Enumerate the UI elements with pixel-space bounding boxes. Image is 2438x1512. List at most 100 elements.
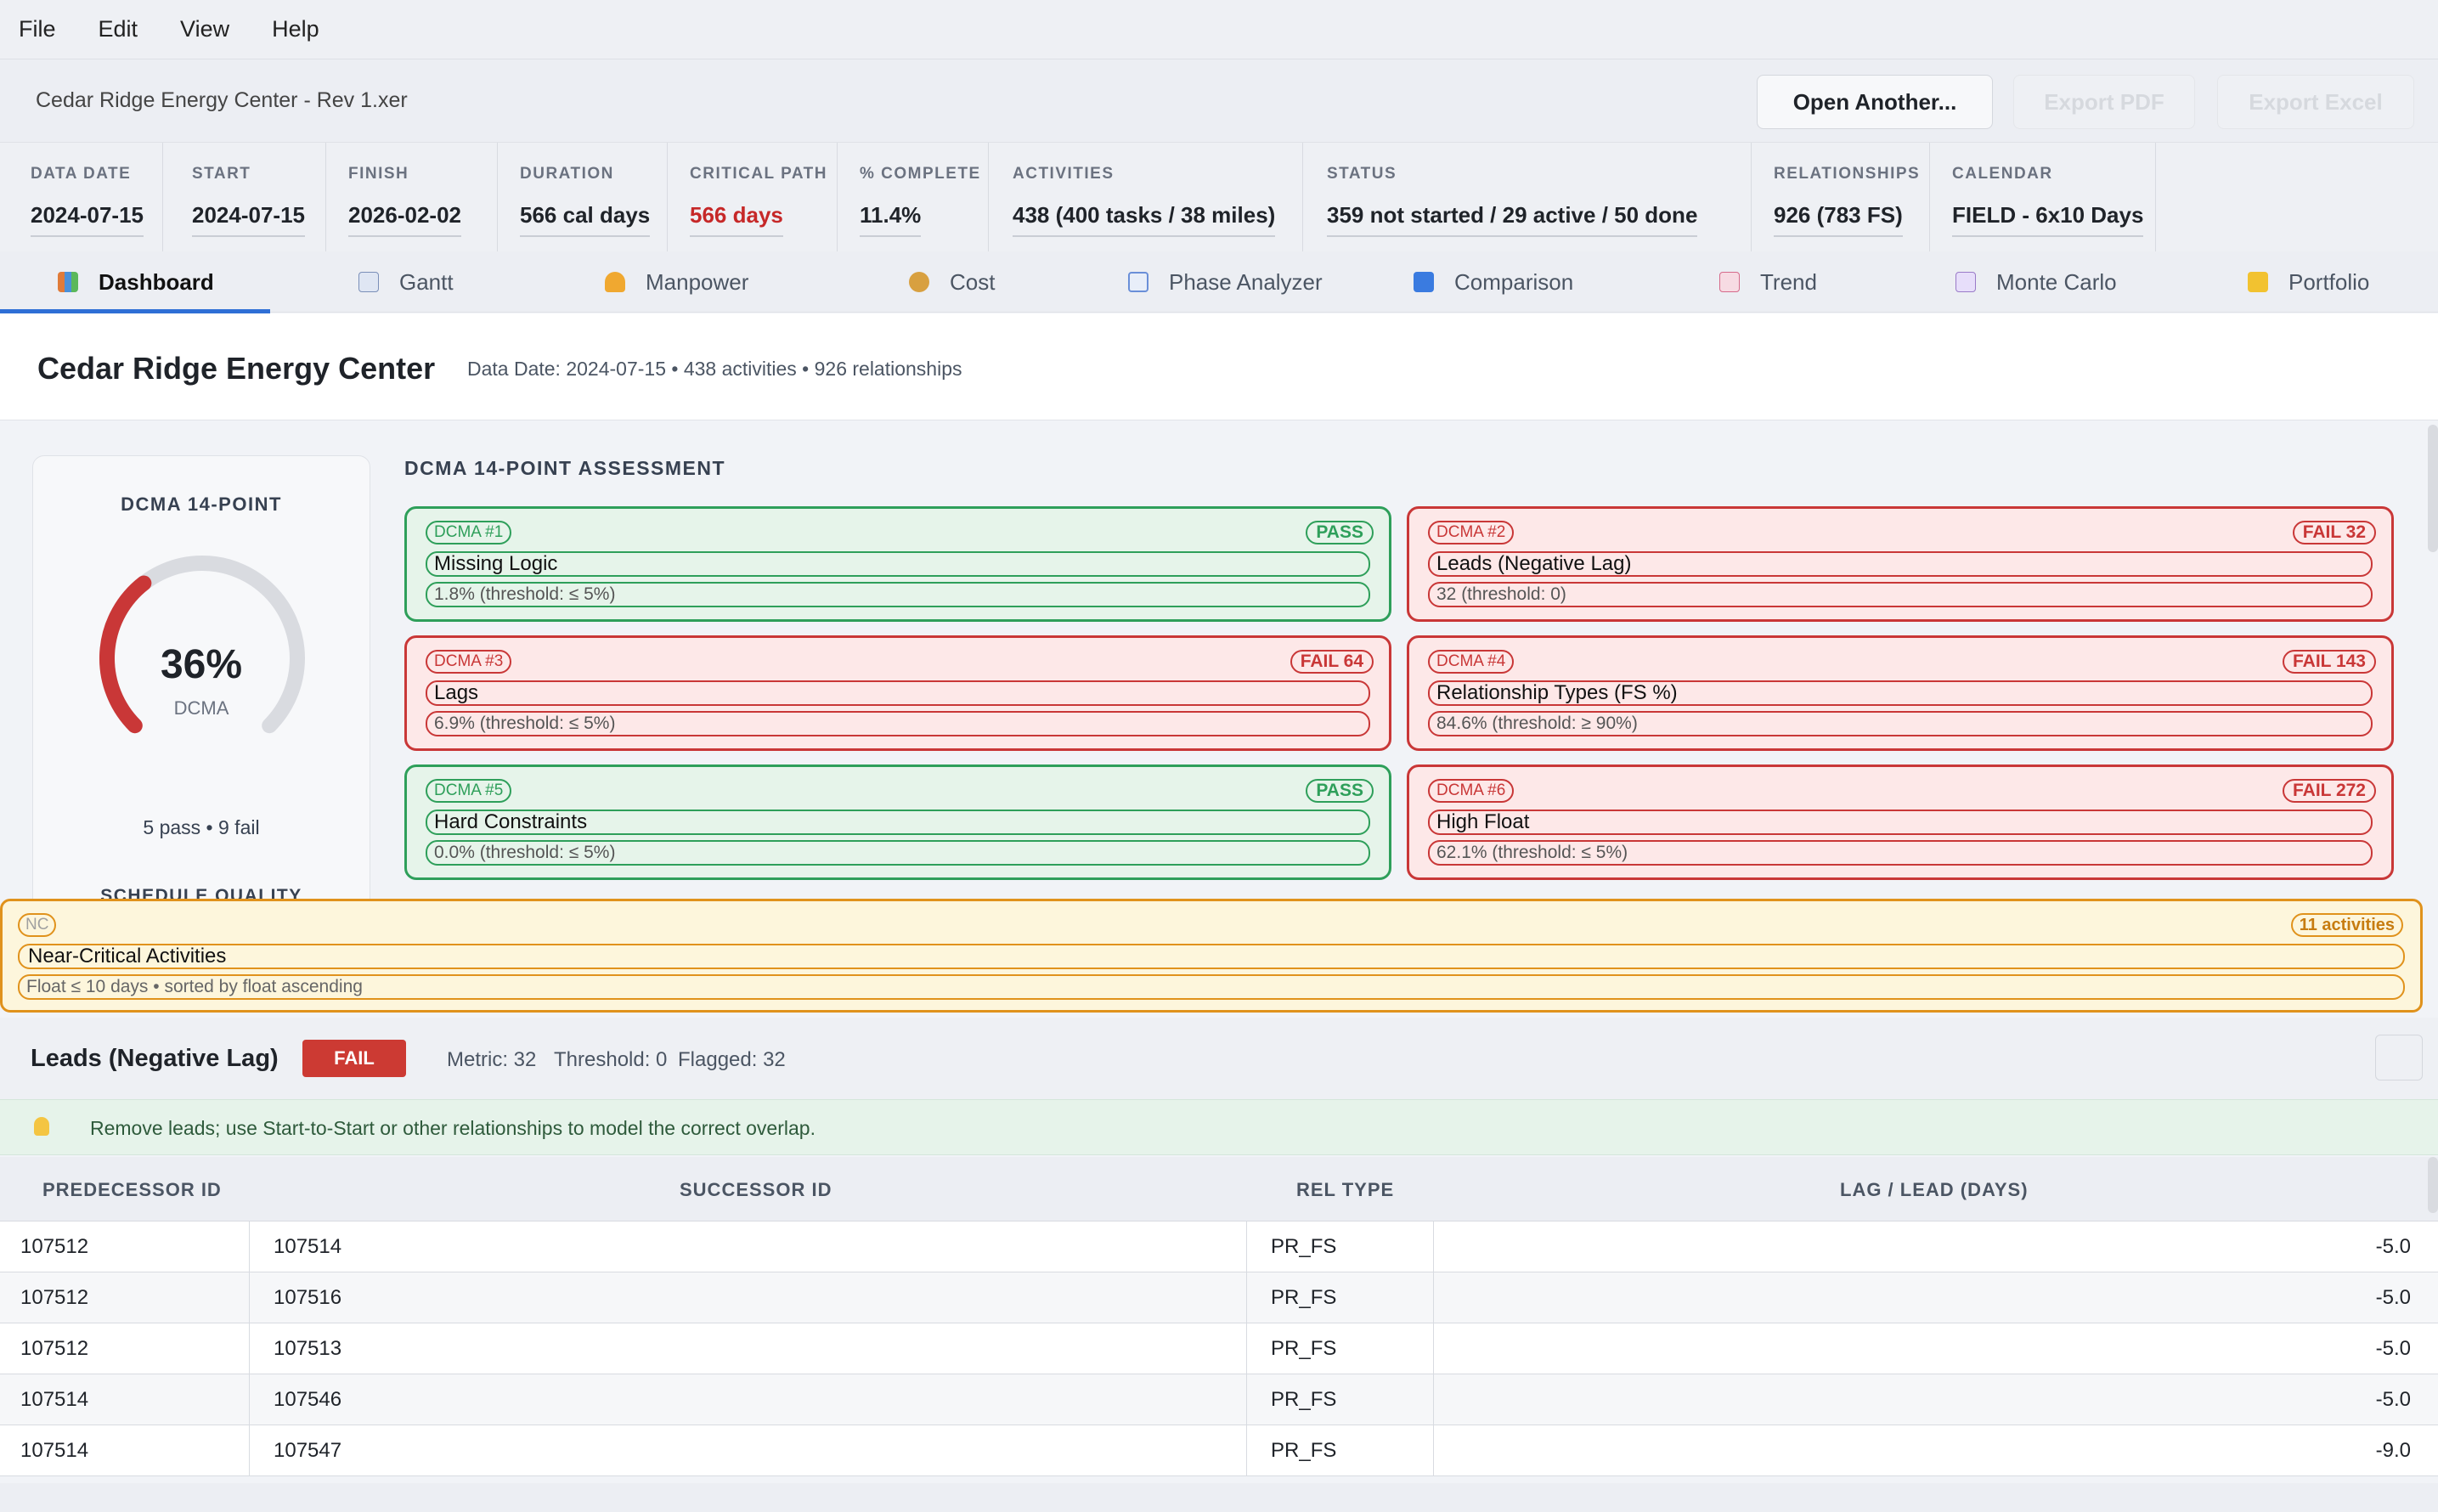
project-stats: DATA DATE 2024-07-15 START 2024-07-15 FI…: [0, 143, 2438, 251]
score-gauge: [99, 556, 305, 734]
nc-name: Near-Critical Activities: [18, 944, 2405, 969]
dcma-score-card: DCMA 14-POINT 36% DCMA 5 pass • 9 fail S…: [32, 455, 370, 914]
tab-cost[interactable]: Cost: [909, 251, 995, 313]
near-critical-card[interactable]: NC 11 activities Near-Critical Activitie…: [0, 899, 2423, 1013]
dcma-card-6[interactable]: DCMA #6 FAIL 272 High Float 62.1% (thres…: [1407, 764, 2394, 880]
column-successor-id[interactable]: SUCCESSOR ID: [680, 1179, 832, 1200]
card-name: Lags: [426, 680, 1370, 706]
nc-detail: Float ≤ 10 days • sorted by float ascend…: [18, 974, 2405, 1000]
score-card-title: DCMA 14-POINT: [121, 494, 282, 515]
card-name: Leads (Negative Lag): [1428, 551, 2373, 577]
detail-action-button[interactable]: [2375, 1035, 2423, 1080]
table-row[interactable]: 107512 107513 PR_FS -5.0: [0, 1323, 2438, 1374]
bar-chart-icon: [58, 272, 78, 292]
dcma-card-4[interactable]: DCMA #4 FAIL 143 Relationship Types (FS …: [1407, 635, 2394, 751]
card-tag: DCMA #2: [1428, 521, 1515, 544]
score-percent: 36%: [160, 642, 243, 687]
dcma-card-5[interactable]: DCMA #5 PASS Hard Constraints 0.0% (thre…: [404, 764, 1391, 880]
money-bag-icon: [909, 272, 929, 292]
card-result: FAIL 64: [1290, 650, 1374, 674]
stat-data-date: DATA DATE 2024-07-15: [0, 143, 163, 251]
content-scrollbar[interactable]: [2428, 425, 2438, 552]
horizontal-scrollbar[interactable]: [0, 1483, 2438, 1512]
tab-manpower[interactable]: Manpower: [605, 251, 748, 313]
menu-view[interactable]: View: [180, 16, 230, 42]
export-pdf-button[interactable]: Export PDF: [2013, 75, 2195, 129]
menu-bar: File Edit View Help: [0, 0, 2438, 59]
metric-value: Metric: 32: [447, 1048, 537, 1071]
detail-header: Leads (Negative Lag) FAIL Metric: 32 Thr…: [0, 1018, 2438, 1099]
table-header: PREDECESSOR ID SUCCESSOR ID REL TYPE LAG…: [0, 1157, 2438, 1221]
tab-bar: Dashboard Gantt Manpower Cost Phase Anal…: [0, 251, 2438, 313]
tab-portfolio[interactable]: Portfolio: [2248, 251, 2369, 313]
stat-start: START 2024-07-15: [163, 143, 326, 251]
stat-duration: DURATION 566 cal days: [498, 143, 668, 251]
threshold-value: Threshold: 0: [554, 1048, 668, 1071]
stat-critical-path: CRITICAL PATH 566 days: [668, 143, 838, 251]
file-name: Cedar Ridge Energy Center - Rev 1.xer: [36, 88, 408, 112]
tab-gantt[interactable]: Gantt: [358, 251, 454, 313]
tab-dashboard[interactable]: Dashboard: [58, 251, 214, 313]
dcma-card-3[interactable]: DCMA #3 FAIL 64 Lags 6.9% (threshold: ≤ …: [404, 635, 1391, 751]
card-detail: 6.9% (threshold: ≤ 5%): [426, 711, 1370, 736]
card-tag: DCMA #1: [426, 521, 512, 544]
line-chart-icon: [358, 272, 379, 292]
table-row[interactable]: 107512 107516 PR_FS -5.0: [0, 1272, 2438, 1323]
menu-file[interactable]: File: [19, 16, 56, 42]
assessment-title: DCMA 14-POINT ASSESSMENT: [404, 457, 726, 479]
stat-calendar: CALENDAR FIELD - 6x10 Days: [1930, 143, 2156, 251]
tab-comparison[interactable]: Comparison: [1414, 251, 1573, 313]
page-header: Cedar Ridge Energy Center Data Date: 202…: [0, 313, 2438, 420]
table-row[interactable]: 107512 107514 PR_FS -5.0: [0, 1221, 2438, 1272]
calendar-icon: [1128, 272, 1148, 292]
table-row[interactable]: 107514 107547 PR_FS -9.0: [0, 1425, 2438, 1476]
card-result: FAIL 32: [2292, 521, 2376, 544]
card-detail: 32 (threshold: 0): [1428, 582, 2373, 607]
card-detail: 84.6% (threshold: ≥ 90%): [1428, 711, 2373, 736]
card-result: FAIL 143: [2283, 650, 2376, 674]
card-result: FAIL 272: [2283, 779, 2376, 803]
shuffle-icon: [1414, 272, 1434, 292]
tab-phase-analyzer[interactable]: Phase Analyzer: [1128, 251, 1323, 313]
gauge-fill: [99, 575, 152, 734]
trend-down-icon: [1719, 272, 1740, 292]
card-name: Hard Constraints: [426, 810, 1370, 835]
card-name: Relationship Types (FS %): [1428, 680, 2373, 706]
stat-percent-complete: % COMPLETE 11.4%: [838, 143, 989, 251]
flagged-value: Flagged: 32: [678, 1048, 786, 1071]
column-predecessor-id[interactable]: PREDECESSOR ID: [42, 1179, 222, 1200]
status-badge: FAIL: [302, 1040, 406, 1077]
score-label: DCMA: [173, 697, 229, 719]
tip-text: Remove leads; use Start-to-Start or othe…: [90, 1117, 815, 1139]
card-detail: 62.1% (threshold: ≤ 5%): [1428, 840, 2373, 866]
tab-monte-carlo[interactable]: Monte Carlo: [1955, 251, 2117, 313]
dcma-card-2[interactable]: DCMA #2 FAIL 32 Leads (Negative Lag) 32 …: [1407, 506, 2394, 622]
card-result: PASS: [1306, 779, 1374, 803]
page-meta: Data Date: 2024-07-15 • 438 activities •…: [467, 358, 962, 380]
table-scrollbar[interactable]: [2428, 1157, 2438, 1213]
menu-help[interactable]: Help: [272, 16, 319, 42]
table-row[interactable]: 107514 107546 PR_FS -5.0: [0, 1374, 2438, 1425]
column-lag-lead[interactable]: LAG / LEAD (DAYS): [1840, 1179, 2029, 1200]
export-excel-button[interactable]: Export Excel: [2217, 75, 2414, 129]
file-toolbar: Cedar Ridge Energy Center - Rev 1.xer Op…: [0, 59, 2438, 143]
tab-trend[interactable]: Trend: [1719, 251, 1817, 313]
card-tag: DCMA #4: [1428, 650, 1515, 674]
column-rel-type[interactable]: REL TYPE: [1296, 1179, 1395, 1200]
card-detail: 0.0% (threshold: ≤ 5%): [426, 840, 1370, 866]
stat-activities: ACTIVITIES 438 (400 tasks / 38 miles): [989, 143, 1303, 251]
detail-title: Leads (Negative Lag): [31, 1045, 279, 1072]
nc-count: 11 activities: [2290, 913, 2403, 937]
open-another-button[interactable]: Open Another...: [1757, 75, 1993, 129]
stat-relationships: RELATIONSHIPS 926 (783 FS): [1752, 143, 1930, 251]
card-name: High Float: [1428, 810, 2373, 835]
menu-edit[interactable]: Edit: [98, 16, 138, 42]
card-tag: DCMA #6: [1428, 779, 1515, 803]
card-result: PASS: [1306, 521, 1374, 544]
dcma-card-1[interactable]: DCMA #1 PASS Missing Logic 1.8% (thresho…: [404, 506, 1391, 622]
folder-icon: [2248, 272, 2268, 292]
dice-icon: [1955, 272, 1976, 292]
worker-icon: [605, 272, 625, 292]
card-tag: DCMA #3: [426, 650, 512, 674]
card-name: Missing Logic: [426, 551, 1370, 577]
